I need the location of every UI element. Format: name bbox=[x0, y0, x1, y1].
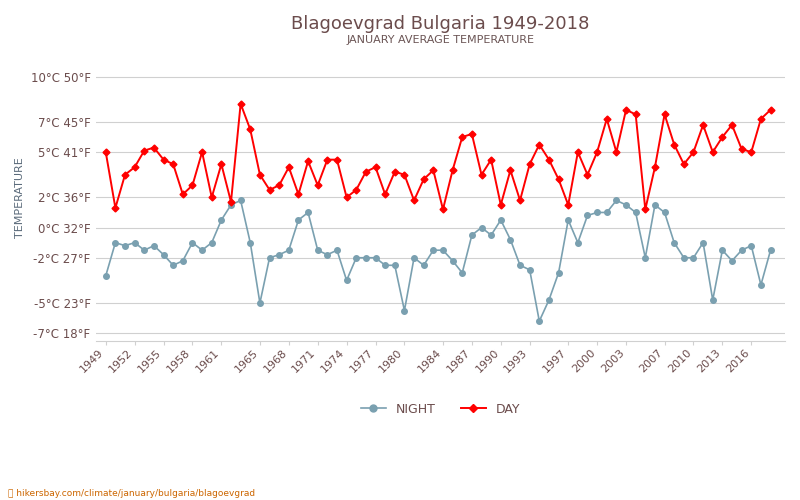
Legend: NIGHT, DAY: NIGHT, DAY bbox=[356, 398, 526, 420]
Y-axis label: TEMPERATURE: TEMPERATURE bbox=[15, 157, 25, 238]
Text: JANUARY AVERAGE TEMPERATURE: JANUARY AVERAGE TEMPERATURE bbox=[346, 36, 534, 46]
Text: 🔗 hikersbay.com/climate/january/bulgaria/blagoevgrad: 🔗 hikersbay.com/climate/january/bulgaria… bbox=[8, 488, 255, 498]
Title: Blagoevgrad Bulgaria 1949-2018: Blagoevgrad Bulgaria 1949-2018 bbox=[291, 15, 590, 33]
